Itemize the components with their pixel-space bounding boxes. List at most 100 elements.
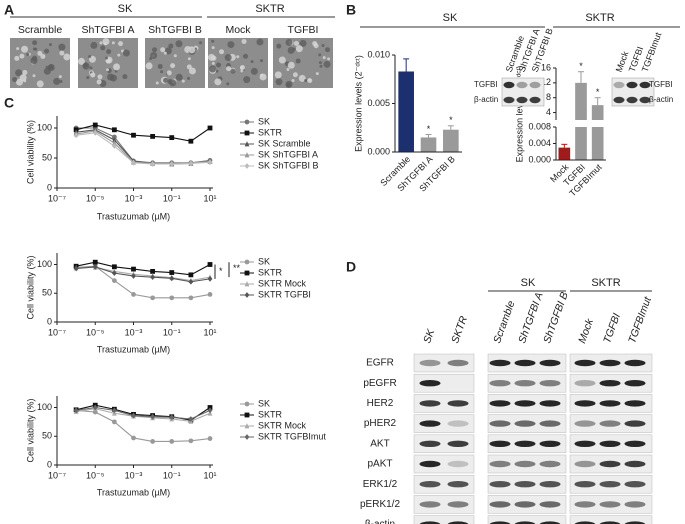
cell	[77, 57, 85, 65]
marker	[244, 412, 250, 418]
x-tick-label: 10⁻⁵	[86, 327, 105, 337]
marker	[131, 435, 136, 441]
annotation: *	[219, 266, 223, 276]
group-header: SK	[118, 3, 133, 15]
series-line	[76, 408, 211, 422]
marker	[150, 413, 156, 420]
cell	[274, 71, 282, 79]
legend-label: SK ShTGFBI B	[258, 160, 319, 170]
blot	[413, 394, 475, 413]
cell	[82, 62, 90, 70]
cell	[315, 72, 319, 76]
band	[514, 420, 536, 427]
series-line	[76, 130, 211, 164]
band	[539, 501, 561, 508]
cell	[211, 39, 215, 43]
band	[624, 380, 646, 387]
cell	[287, 46, 295, 54]
cell	[318, 61, 322, 65]
cell	[59, 79, 63, 83]
bar	[591, 105, 604, 160]
band	[514, 460, 536, 468]
marker	[111, 278, 117, 283]
band	[489, 501, 511, 508]
band	[624, 521, 646, 524]
marker	[92, 404, 98, 411]
band	[639, 96, 651, 104]
cell	[111, 41, 115, 45]
legend-label: SK Scramble	[258, 138, 311, 148]
marker	[131, 412, 136, 419]
band	[539, 380, 561, 387]
legend-label: SKTR	[258, 127, 283, 137]
band	[574, 440, 596, 447]
cell	[304, 78, 308, 82]
group-header: SKTR	[255, 3, 284, 15]
cell	[214, 78, 222, 86]
band	[599, 521, 621, 524]
band	[539, 521, 561, 524]
marker	[169, 414, 175, 421]
band	[514, 380, 536, 387]
marker	[73, 132, 79, 139]
blot	[413, 454, 475, 474]
cell	[175, 73, 183, 81]
series-line	[75, 124, 211, 142]
cell	[58, 43, 66, 51]
x-tick-label: 10⁻³	[125, 327, 143, 337]
marker	[207, 275, 213, 282]
y-tick-label: 8	[546, 92, 551, 102]
cell	[32, 74, 36, 78]
cell	[44, 48, 50, 54]
y-tick-label: 100	[37, 259, 52, 269]
cell	[157, 63, 163, 69]
marker	[244, 292, 250, 298]
bar	[443, 129, 459, 152]
marker	[131, 273, 136, 279]
row-label: pAKT	[367, 459, 392, 470]
cell	[243, 76, 251, 84]
cell	[106, 49, 112, 55]
cell	[40, 53, 46, 59]
marker	[169, 439, 175, 444]
y-axis-label: Cell viability (%)	[25, 120, 35, 184]
cell	[287, 61, 295, 69]
marker	[207, 436, 213, 441]
legend-label: SK	[258, 116, 270, 126]
y-axis-label: Expression levels (2⁻ᵈᶜᵗ)	[353, 55, 363, 152]
marker	[92, 129, 98, 136]
y-axis-label: Cell viability (%)	[25, 255, 35, 319]
marker	[244, 141, 250, 147]
row-label: EGFR	[366, 358, 394, 369]
band	[574, 400, 596, 407]
band	[489, 460, 511, 468]
lane-label: ShTGFBI A	[516, 291, 546, 345]
marker	[244, 434, 250, 440]
image-label: Mock	[225, 24, 251, 36]
band	[514, 400, 536, 407]
marker	[188, 278, 194, 285]
band	[503, 96, 515, 104]
cell	[323, 60, 331, 68]
marker	[244, 163, 250, 169]
group-header: SKTR	[585, 12, 614, 24]
band	[516, 81, 528, 89]
marker	[73, 265, 79, 272]
band	[489, 420, 511, 427]
cell	[96, 79, 102, 85]
band	[624, 460, 646, 468]
cell	[199, 41, 203, 45]
band	[624, 420, 646, 427]
y-tick-label: 0	[47, 459, 52, 469]
row-label: TGFBI	[649, 80, 673, 89]
cell	[100, 45, 106, 51]
blot	[413, 373, 475, 393]
cell	[187, 57, 191, 61]
marker	[188, 138, 194, 144]
y-tick-label: 50	[42, 152, 52, 162]
marker	[150, 134, 156, 139]
x-tick-label: 10⁻⁵	[86, 193, 105, 203]
group-header: SK	[443, 12, 458, 24]
row-label: ERK1/2	[363, 479, 398, 490]
marker	[188, 160, 194, 167]
